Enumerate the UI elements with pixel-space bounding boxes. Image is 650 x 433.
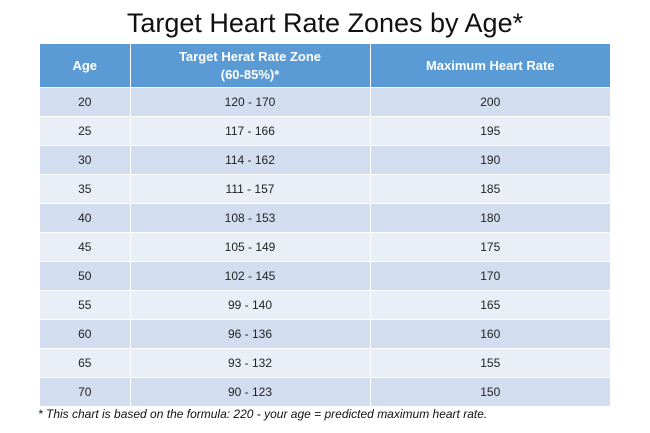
cell-target-zone: 96 - 136 [130,319,371,349]
table-row: 55 99 - 140 165 [40,290,610,320]
table-row: 20 120 - 170 200 [40,87,610,117]
cell-age: 40 [40,203,131,233]
cell-age: 65 [40,348,131,378]
cell-target-zone: 117 - 166 [130,116,371,146]
table-body: 20 120 - 170 200 25 117 - 166 195 30 114 - 162 1… [40,87,610,406]
table-row: 30 114 - 162 190 [40,145,610,175]
cell-max-heart-rate: 175 [370,232,610,262]
cell-target-zone: 120 - 170 [130,87,371,117]
column-header-target-zone: Target Herat Rate Zone (60-85%)* [130,44,371,88]
table-row: 50 102 - 145 170 [40,261,610,291]
cell-target-zone: 114 - 162 [130,145,371,175]
cell-age: 30 [40,145,131,175]
page-title: Target Heart Rate Zones by Age* [126,8,524,38]
cell-age: 35 [40,174,131,204]
cell-max-heart-rate: 190 [370,145,610,175]
cell-age: 70 [40,377,131,406]
table-row: 45 105 - 149 175 [40,232,610,262]
cell-age: 50 [40,261,131,291]
cell-age: 20 [40,87,131,117]
cell-age: 25 [40,116,131,146]
footnote: * This chart is based on the formula: 22… [38,407,488,421]
cell-target-zone: 105 - 149 [130,232,371,262]
table-row: 70 90 - 123 150 [40,377,610,406]
cell-target-zone: 102 - 145 [130,261,371,291]
cell-max-heart-rate: 195 [370,116,610,146]
cell-target-zone: 108 - 153 [130,203,371,233]
column-header-age: Age [40,44,131,88]
cell-max-heart-rate: 165 [370,290,610,320]
cell-age: 60 [40,319,131,349]
cell-max-heart-rate: 185 [370,174,610,204]
cell-max-heart-rate: 160 [370,319,610,349]
cell-max-heart-rate: 200 [370,87,610,117]
column-header-target-zone-title: Target Herat Rate Zone [178,48,322,64]
cell-target-zone: 90 - 123 [130,377,371,406]
table-row: 60 96 - 136 160 [40,319,610,349]
cell-target-zone: 111 - 157 [130,174,371,204]
cell-max-heart-rate: 170 [370,261,610,291]
table-row: 25 117 - 166 195 [40,116,610,146]
table-row: 40 108 - 153 180 [40,203,610,233]
cell-max-heart-rate: 155 [370,348,610,378]
cell-target-zone: 99 - 140 [130,290,371,320]
table-row: 35 111 - 157 185 [40,174,610,204]
column-header-max-heart-rate: Maximum Heart Rate [370,44,610,88]
table-header-row: Age Target Herat Rate Zone (60-85%)* Max… [40,44,610,88]
column-header-target-zone-percent: (60-85%)* [220,66,280,82]
heart-rate-table: Age Target Herat Rate Zone (60-85%)* Max… [40,44,610,406]
cell-max-heart-rate: 150 [370,377,610,406]
cell-age: 45 [40,232,131,262]
cell-max-heart-rate: 180 [370,203,610,233]
table-row: 65 93 - 132 155 [40,348,610,378]
cell-target-zone: 93 - 132 [130,348,371,378]
cell-age: 55 [40,290,131,320]
